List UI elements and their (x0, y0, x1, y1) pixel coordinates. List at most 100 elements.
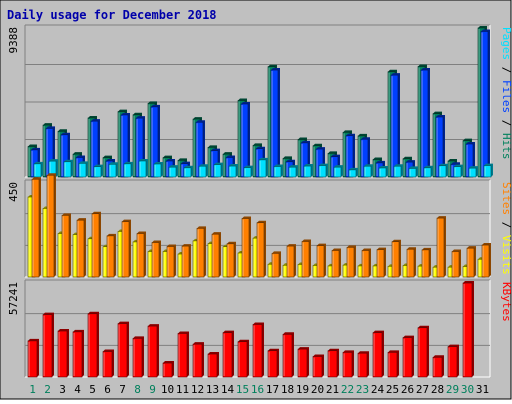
x-tick-label: 18 (281, 383, 294, 396)
bar-sites-day-30 (466, 246, 476, 278)
bar-shadow (88, 311, 99, 377)
bar-face (312, 356, 323, 378)
bar-kbytes-day-4 (72, 329, 84, 378)
bar-kbytes-day-30 (462, 281, 474, 378)
bar-pages-day-31 (483, 163, 493, 178)
bar-pages-day-18 (288, 165, 298, 178)
bar-pages-day-6 (108, 162, 118, 178)
bar-face (76, 219, 85, 278)
x-tick-label: 3 (59, 383, 66, 396)
legend-separator: / (500, 113, 512, 133)
bar-kbytes-day-26 (402, 335, 414, 378)
bar-shadow (433, 355, 444, 377)
bar-sites-day-9 (151, 240, 161, 278)
panel-bottom: 57241 KBytes (7, 279, 512, 378)
x-tick-label: 20 (311, 383, 324, 396)
bar-face (153, 163, 162, 178)
x-tick-label: 11 (176, 383, 189, 396)
x-tick-label: 16 (251, 383, 264, 396)
bar-face (481, 244, 490, 278)
bar-face (61, 215, 70, 278)
x-tick-label: 4 (74, 383, 81, 396)
bar-face (331, 250, 340, 278)
bar-shadow (133, 336, 144, 377)
bar-pages-day-14 (228, 164, 238, 178)
bar-shadow (73, 329, 84, 377)
bar-pages-day-8 (138, 158, 148, 178)
bar-sites-day-3 (61, 213, 71, 278)
bar-face (462, 282, 473, 378)
bar-kbytes-day-29 (447, 344, 459, 378)
bar-kbytes-day-8 (132, 336, 144, 378)
bar-kbytes-day-10 (162, 361, 174, 378)
x-tick-label: 23 (356, 383, 369, 396)
bar-face (27, 340, 38, 378)
bar-pages-day-5 (93, 164, 103, 178)
bar-kbytes-day-13 (207, 352, 219, 378)
bar-face (346, 247, 355, 278)
x-tick-label: 8 (134, 383, 141, 396)
legend-entry-pages: Pages (500, 27, 512, 60)
legend-entry-kbytes: KBytes (500, 282, 512, 322)
bar-pages-day-29 (453, 164, 463, 178)
bar-kbytes-day-16 (252, 322, 264, 378)
bar-face (361, 250, 370, 278)
x-tick-label: 6 (104, 383, 111, 396)
bar-face (106, 235, 115, 278)
x-tick-label: 14 (221, 383, 235, 396)
bar-face (316, 245, 325, 278)
bar-sites-day-17 (271, 251, 281, 278)
bar-face (196, 228, 205, 278)
bar-face (468, 167, 477, 178)
legend-entry-sites: Sites (500, 182, 512, 215)
bar-face (271, 253, 280, 278)
bar-face (258, 159, 267, 178)
bar-face (31, 178, 40, 278)
bar-face (166, 246, 175, 278)
bar-sites-day-27 (421, 247, 431, 278)
bar-face (423, 167, 432, 178)
bar-face (393, 165, 402, 178)
bar-pages-day-21 (333, 165, 343, 178)
bar-shadow (373, 330, 384, 377)
bar-face (453, 166, 462, 178)
bar-face (301, 241, 310, 278)
bar-sites-day-14 (226, 241, 236, 278)
bar-face (363, 165, 372, 178)
bar-kbytes-day-19 (297, 347, 309, 378)
x-tick-label: 12 (191, 383, 204, 396)
bar-face (46, 174, 55, 278)
bar-face (303, 165, 312, 178)
bar-pages-day-22 (348, 167, 358, 178)
bar-face (42, 314, 53, 378)
bar-sites-day-20 (316, 243, 326, 278)
bar-face (241, 218, 250, 278)
bar-face (226, 243, 235, 278)
bar-shadow (298, 347, 309, 377)
bar-face (177, 333, 188, 378)
bar-pages-day-30 (468, 166, 478, 178)
x-tick-label: 24 (371, 383, 385, 396)
bar-face (297, 348, 308, 378)
bar-face (348, 169, 357, 178)
bar-sites-day-24 (376, 247, 386, 278)
x-tick-label: 7 (119, 383, 126, 396)
bar-face (267, 350, 278, 378)
bar-kbytes-day-23 (357, 351, 369, 378)
bar-kbytes-day-12 (192, 342, 204, 378)
x-tick-label: 31 (476, 383, 489, 396)
bar-kbytes-day-21 (327, 348, 339, 378)
x-tick-label: 17 (266, 383, 279, 396)
bar-face (378, 167, 387, 178)
x-tick-label: 2 (44, 383, 51, 396)
bar-shadow (163, 361, 174, 377)
y-max-label-middle: 450 (7, 182, 20, 202)
bar-pages-day-11 (183, 165, 193, 178)
bar-face (273, 166, 282, 178)
bar-shadow (343, 350, 354, 377)
bar-sites-day-25 (391, 239, 401, 278)
bar-sites-day-5 (91, 211, 101, 278)
bar-face (87, 313, 98, 378)
legend-top: Pages / Files / Hits (500, 27, 512, 160)
